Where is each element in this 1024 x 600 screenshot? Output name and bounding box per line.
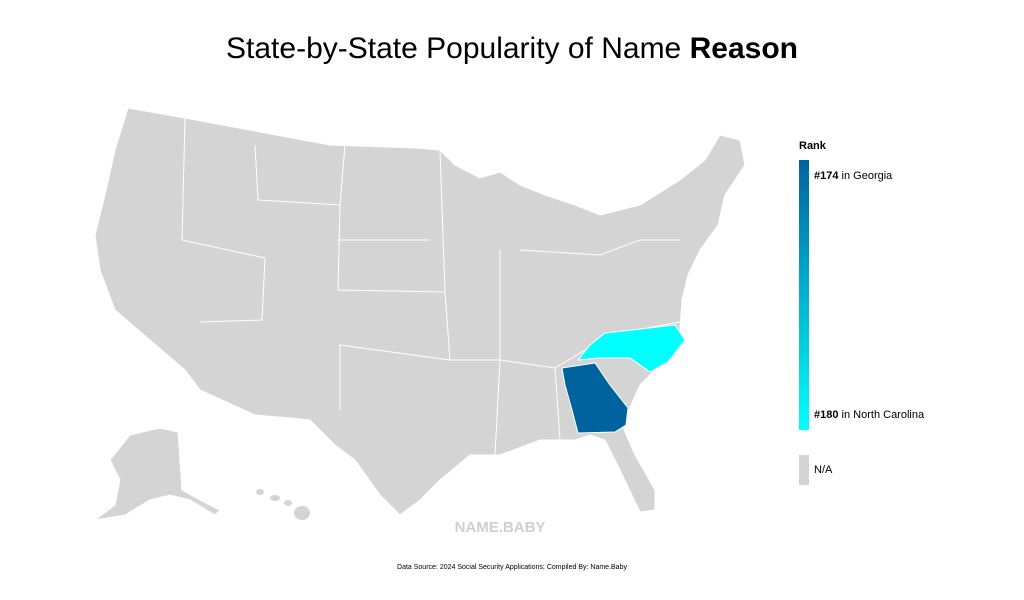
us-mainland — [94, 107, 746, 516]
legend-title: Rank — [799, 140, 827, 152]
legend-label: in Georgia — [842, 170, 894, 182]
state-hawaii — [256, 489, 310, 520]
legend-rank: #180 — [814, 409, 838, 421]
watermark: NAME.BABY — [455, 519, 546, 536]
legend-na: N/A — [814, 464, 833, 476]
legend-na-swatch — [799, 455, 809, 485]
legend-top: #174 in Georgia — [814, 170, 893, 182]
legend-label: in North Carolina — [842, 409, 925, 421]
legend-bottom: #180 in North Carolina — [814, 409, 925, 421]
title-name: Reason — [690, 32, 798, 65]
legend-gradient — [799, 160, 809, 430]
footer: Data Source: 2024 Social Security Applic… — [397, 564, 627, 571]
title-text: State-by-State Popularity of Name — [226, 32, 690, 65]
title: State-by-State Popularity of Name Reason — [226, 32, 798, 65]
state-georgia — [561, 362, 629, 434]
state-borders — [181, 117, 691, 456]
state-alaska — [94, 427, 221, 521]
legend-rank: #174 — [814, 170, 839, 182]
state-north-carolina — [576, 324, 686, 373]
